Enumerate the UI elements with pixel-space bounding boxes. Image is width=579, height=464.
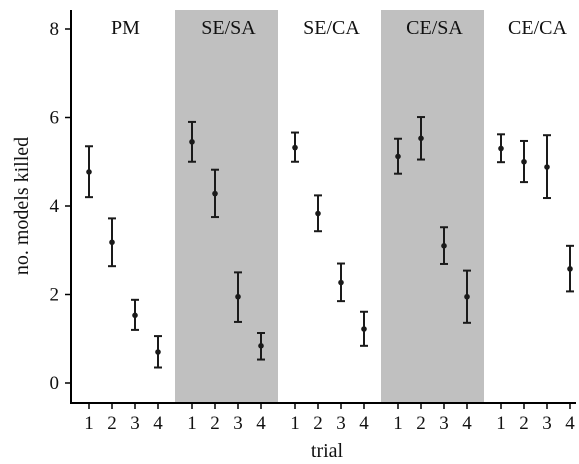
y-tick-label: 2 xyxy=(50,285,60,306)
x-tick-label: 4 xyxy=(462,413,472,434)
x-tick-label: 2 xyxy=(519,413,529,434)
mean-point xyxy=(132,312,138,319)
mean-point xyxy=(338,279,344,286)
mean-point xyxy=(521,158,527,165)
x-tick-label: 3 xyxy=(439,413,449,434)
y-ticks: 0 2 4 6 8 xyxy=(50,19,71,394)
mean-point xyxy=(292,144,298,151)
mean-point xyxy=(315,210,321,217)
x-tick-label: 3 xyxy=(542,413,552,434)
x-tick-label: 2 xyxy=(313,413,323,434)
mean-point xyxy=(235,293,241,300)
y-tick-label: 0 xyxy=(50,373,60,394)
x-tick-label: 3 xyxy=(233,413,243,434)
mean-point xyxy=(361,326,367,332)
x-tick-label: 4 xyxy=(256,413,266,434)
mean-point xyxy=(212,190,218,197)
x-tick-label: 4 xyxy=(153,413,163,434)
x-tick-label: 1 xyxy=(393,413,403,434)
group-shading-layer xyxy=(175,10,484,403)
mean-point xyxy=(258,343,264,349)
x-tick-label: 3 xyxy=(336,413,346,434)
mean-point xyxy=(418,135,424,142)
group-label: CE/CA xyxy=(508,17,567,39)
y-axis-title: no. models killed xyxy=(11,137,33,275)
mean-point xyxy=(441,243,447,249)
x-tick-label: 3 xyxy=(130,413,140,434)
group-label: CE/SA xyxy=(406,17,463,39)
x-tick-label: 2 xyxy=(107,413,117,434)
y-tick-label: 4 xyxy=(50,196,60,217)
x-tick-label: 1 xyxy=(290,413,300,434)
x-tick-label: 4 xyxy=(565,413,575,434)
axes xyxy=(70,10,576,404)
mean-point xyxy=(567,266,573,272)
mean-point xyxy=(189,139,195,145)
data-marks xyxy=(85,116,574,369)
mean-point xyxy=(498,145,504,152)
x-tick-label: 1 xyxy=(496,413,506,434)
mean-point xyxy=(395,153,401,160)
mean-point xyxy=(86,169,92,175)
mean-point xyxy=(464,293,470,300)
group-label: SE/SA xyxy=(201,17,256,39)
x-axis-title: trial xyxy=(311,440,344,462)
x-tick-label: 1 xyxy=(187,413,197,434)
group-labels: PM SE/SA SE/CA CE/SA CE/CA xyxy=(111,17,567,39)
group-label: SE/CA xyxy=(303,17,360,39)
mean-point xyxy=(109,239,115,246)
y-tick-label: 6 xyxy=(50,108,60,129)
group-label: PM xyxy=(111,17,140,39)
x-tick-label: 2 xyxy=(416,413,426,434)
x-tick-label: 4 xyxy=(359,413,369,434)
x-tick-label: 1 xyxy=(84,413,94,434)
x-tick-label: 2 xyxy=(210,413,220,434)
mean-point xyxy=(544,164,550,170)
y-tick-label: 8 xyxy=(50,19,60,40)
group-shade xyxy=(381,10,484,403)
mean-point xyxy=(155,349,161,355)
